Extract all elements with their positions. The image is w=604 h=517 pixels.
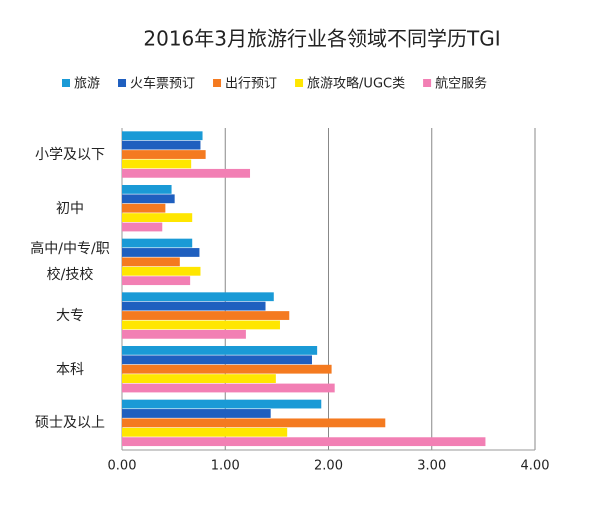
bar: [122, 329, 246, 339]
x-tick-label: 1.00: [211, 459, 240, 474]
legend-label: 出行预订: [225, 77, 277, 92]
bar: [122, 346, 318, 355]
y-tick-label: 初中: [56, 200, 84, 217]
x-tick-label: 2.00: [314, 459, 343, 474]
x-tick-label: 4.00: [521, 459, 550, 474]
bar: [122, 257, 180, 267]
bar: [122, 301, 266, 311]
bar: [122, 374, 276, 383]
x-tick-label: 0.00: [108, 459, 137, 474]
chart-title: 2016年3月旅游行业各领域不同学历TGI: [143, 27, 500, 51]
x-tick-label: 3.00: [417, 459, 446, 474]
bar: [122, 131, 203, 141]
bar: [122, 238, 193, 248]
bar: [122, 194, 175, 204]
bar: [122, 266, 201, 276]
bar: [122, 159, 192, 169]
bar: [122, 276, 191, 286]
y-tick-label: 高中/中专/职校/技校: [30, 241, 110, 284]
bar: [122, 292, 274, 302]
legend-label: 旅游: [74, 77, 100, 92]
bar: [122, 409, 271, 418]
legend-swatch: [423, 79, 432, 87]
bar: [122, 418, 386, 428]
legend-label: 旅游攻略/UGC类: [307, 76, 405, 92]
bar: [122, 168, 251, 178]
bar: [122, 355, 312, 365]
bar: [122, 311, 290, 320]
bar: [122, 383, 335, 393]
y-tick-label: 硕士及以上: [35, 415, 105, 432]
bar: [122, 320, 280, 330]
bar: [122, 437, 486, 447]
legend-label: 火车票预订: [130, 76, 195, 92]
legend-label: 航空服务: [435, 76, 487, 92]
bar: [122, 140, 201, 150]
bar: [122, 364, 332, 374]
bar: [122, 185, 172, 194]
bar: [122, 150, 206, 159]
bar: [122, 248, 200, 257]
y-tick-label: 小学及以下: [35, 146, 105, 163]
legend-swatch: [118, 79, 127, 87]
legend-swatch: [295, 79, 304, 87]
bar: [122, 222, 163, 232]
legend-swatch: [62, 79, 70, 87]
legend-swatch: [213, 79, 222, 87]
bar: [122, 399, 322, 409]
bar: [122, 203, 166, 213]
bar: [122, 427, 288, 437]
bar: [122, 213, 193, 222]
y-tick-label: 本科: [56, 361, 84, 378]
y-tick-label: 大专: [56, 307, 84, 324]
